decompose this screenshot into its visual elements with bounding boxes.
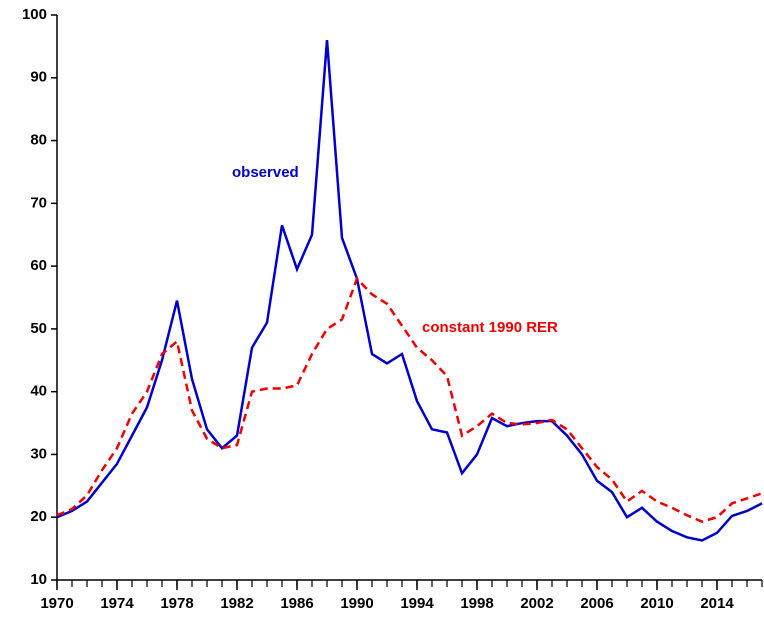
x-tick-label: 1982 [220, 595, 253, 612]
x-tick-label: 1986 [280, 595, 313, 612]
y-tick-label: 40 [30, 383, 47, 400]
series-line [56, 276, 763, 523]
x-tick-label: 1970 [40, 595, 73, 612]
x-tick-label: 1978 [160, 595, 193, 612]
series-label: constant 1990 RER [422, 319, 558, 336]
y-tick-label: 10 [30, 571, 47, 588]
x-tick-label: 1974 [100, 595, 134, 612]
series-line [56, 40, 763, 542]
x-tick-label: 2010 [640, 595, 673, 612]
y-tick-label: 80 [30, 132, 47, 149]
y-tick-label: 70 [30, 194, 47, 211]
x-tick-label: 2002 [520, 595, 553, 612]
y-tick-label: 60 [30, 257, 47, 274]
y-tick-label: 50 [30, 320, 47, 337]
y-tick-label: 20 [30, 508, 47, 525]
y-tick-label: 100 [22, 6, 47, 23]
x-tick-label: 1998 [460, 595, 493, 612]
y-tick-label: 90 [30, 69, 47, 86]
x-tick-label: 2006 [580, 595, 613, 612]
x-tick-label: 1990 [340, 595, 373, 612]
y-tick-label: 30 [30, 445, 47, 462]
x-tick-label: 1994 [400, 595, 434, 612]
series-label: observed [232, 164, 299, 181]
x-tick-label: 2014 [700, 595, 734, 612]
